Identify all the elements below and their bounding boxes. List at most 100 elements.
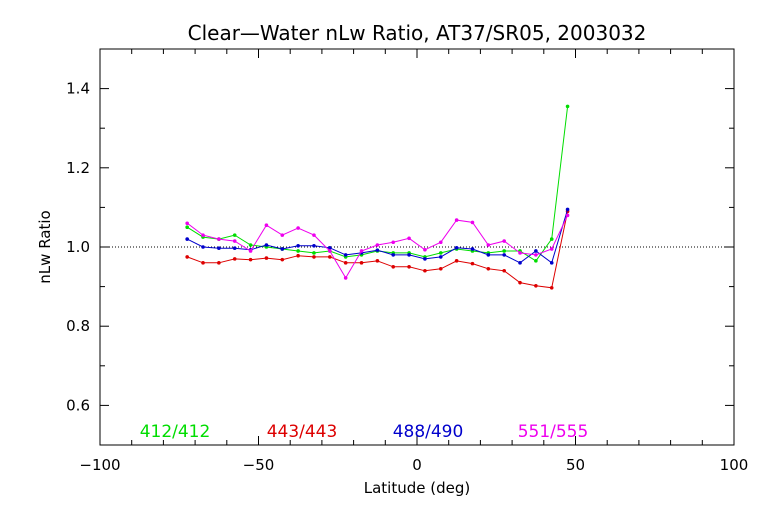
x-tick-label: 0	[412, 456, 422, 474]
data-point	[359, 261, 364, 265]
data-point	[280, 257, 285, 262]
data-point	[534, 284, 538, 288]
data-point	[486, 266, 491, 271]
y-axis: 0.6 0.8 1.0 1.2 1.4	[66, 48, 734, 446]
data-point	[423, 257, 427, 261]
data-point	[375, 243, 380, 247]
data-point	[312, 233, 316, 237]
series-4	[185, 213, 570, 280]
data-point	[296, 226, 300, 230]
data-point	[232, 257, 237, 261]
x-tick-label: −50	[243, 456, 275, 474]
data-point	[549, 285, 554, 290]
legend-item: 488/490	[393, 422, 464, 442]
data-point	[201, 245, 205, 249]
chart-title: Clear—Water nLw Ratio, AT37/SR05, 200303…	[188, 21, 647, 45]
data-point	[391, 240, 396, 245]
y-tick-label: 0.8	[66, 317, 90, 335]
data-point	[248, 249, 253, 253]
legend-item: 412/412	[140, 422, 211, 442]
data-point	[312, 244, 316, 248]
data-point	[565, 104, 570, 109]
y-axis-label: nLw Ratio	[36, 210, 54, 283]
data-point	[407, 236, 411, 241]
data-point	[438, 251, 443, 255]
data-point	[248, 257, 253, 262]
data-point	[264, 256, 269, 260]
data-point	[486, 253, 491, 257]
data-point	[423, 268, 427, 273]
data-point	[549, 237, 554, 241]
data-point	[280, 247, 285, 251]
data-point	[534, 253, 538, 257]
x-axis-label: Latitude (deg)	[364, 479, 470, 497]
data-point	[185, 221, 189, 226]
data-point	[217, 237, 221, 241]
data-point	[201, 261, 205, 265]
data-point	[375, 248, 380, 252]
y-tick-label: 1.2	[66, 159, 90, 177]
data-point	[185, 225, 189, 229]
data-point	[264, 243, 269, 247]
data-point	[185, 255, 189, 259]
data-point	[248, 243, 253, 247]
data-point	[470, 261, 475, 266]
data-point	[391, 253, 396, 257]
data-point	[328, 255, 332, 259]
data-point	[343, 253, 348, 257]
data-point	[217, 246, 221, 250]
data-point	[565, 207, 570, 212]
data-point	[518, 251, 522, 255]
data-point	[534, 259, 538, 263]
data-point	[565, 213, 570, 218]
data-point	[296, 253, 300, 258]
data-point	[438, 255, 443, 259]
data-point	[296, 244, 300, 248]
data-point	[502, 249, 506, 253]
data-point	[375, 259, 380, 263]
data-point	[391, 265, 396, 269]
y-tick-label: 0.6	[66, 396, 90, 414]
data-point	[407, 253, 411, 257]
data-point	[232, 239, 237, 243]
data-point	[201, 233, 205, 237]
data-point	[502, 239, 506, 243]
data-point	[328, 245, 332, 250]
x-tick-label: −100	[79, 456, 120, 474]
data-point	[486, 243, 491, 247]
data-point	[217, 261, 221, 265]
data-point	[454, 245, 459, 250]
data-point	[534, 249, 538, 253]
data-point	[232, 246, 237, 250]
x-tick-label: 50	[566, 456, 585, 474]
data-point	[438, 266, 443, 271]
data-point	[438, 240, 443, 245]
data-point	[518, 280, 522, 285]
data-point	[423, 247, 427, 252]
data-point	[454, 259, 459, 263]
data-point	[549, 247, 554, 251]
data-point	[502, 253, 506, 257]
data-point	[549, 261, 554, 265]
data-point	[296, 249, 300, 253]
data-point	[312, 255, 316, 259]
x-tick-label: 100	[720, 456, 749, 474]
data-point	[328, 249, 332, 253]
data-point	[359, 249, 364, 253]
x-axis: −100 −50 0 50 100	[79, 49, 748, 474]
data-point	[343, 276, 348, 280]
data-point	[343, 261, 348, 265]
data-point	[502, 268, 506, 273]
data-point	[407, 265, 411, 269]
data-point	[232, 233, 237, 237]
data-point	[264, 223, 269, 228]
data-point	[312, 251, 316, 255]
data-point	[280, 233, 285, 237]
data-point	[518, 261, 522, 265]
legend-item: 551/555	[518, 422, 589, 442]
data-point	[454, 218, 459, 222]
y-tick-label: 1.0	[66, 238, 90, 256]
series-layer	[185, 104, 570, 290]
data-point	[185, 237, 189, 241]
legend: 412/412 443/443 488/490 551/555	[140, 422, 589, 442]
